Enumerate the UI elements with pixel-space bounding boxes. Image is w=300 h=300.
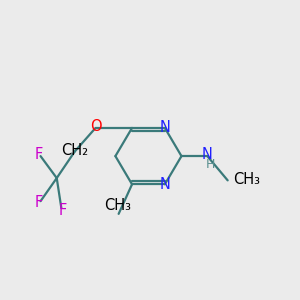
Text: N: N <box>159 120 170 135</box>
Text: H: H <box>206 158 215 171</box>
Text: N: N <box>202 147 213 162</box>
Text: F: F <box>34 195 43 210</box>
Text: N: N <box>159 177 170 192</box>
Text: CH₃: CH₃ <box>233 172 260 187</box>
Text: F: F <box>58 203 67 218</box>
Text: CH₂: CH₂ <box>61 143 88 158</box>
Text: O: O <box>90 119 101 134</box>
Text: F: F <box>34 148 43 163</box>
Text: CH₃: CH₃ <box>104 198 131 213</box>
